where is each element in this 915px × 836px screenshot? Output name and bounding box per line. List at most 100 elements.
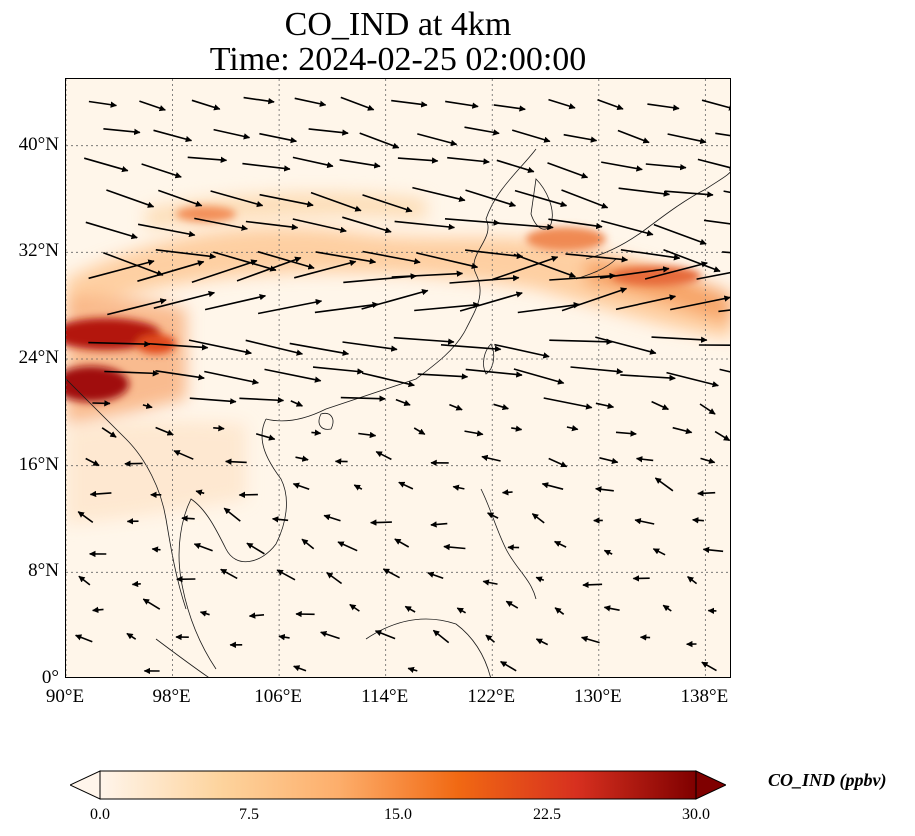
- wind-arrow: [85, 457, 100, 467]
- colorbar-tick-label: 15.0: [384, 806, 412, 823]
- wind-arrow: [464, 430, 484, 437]
- wind-arrow: [456, 607, 466, 614]
- wind-arrow: [243, 96, 275, 105]
- wind-arrow: [181, 515, 195, 522]
- wind-arrow: [337, 541, 358, 552]
- wind-arrow: [361, 288, 429, 310]
- wind-arrow: [204, 370, 259, 385]
- wind-arrow: [487, 512, 499, 519]
- wind-arrow: [323, 514, 341, 522]
- wind-arrow: [314, 301, 379, 314]
- wind-arrow: [158, 189, 203, 207]
- lat-tick-label: 24°N: [18, 347, 59, 368]
- coast-china-east: [265, 148, 537, 422]
- wind-arrow: [417, 373, 469, 380]
- wind-arrow: [597, 99, 624, 111]
- wind-arrow: [617, 129, 650, 144]
- wind-arrow: [618, 187, 671, 197]
- wind-arrow: [340, 96, 375, 111]
- wind-arrow: [199, 610, 210, 617]
- wind-arrow: [362, 194, 413, 213]
- wind-arrow: [535, 638, 549, 646]
- wind-arrow: [375, 450, 392, 461]
- wind-arrow: [312, 366, 364, 375]
- wind-arrow: [465, 189, 517, 208]
- wind-arrow: [293, 259, 357, 279]
- wind-arrow: [320, 630, 340, 640]
- wind-arrow: [517, 301, 581, 314]
- wind-arrow: [548, 98, 576, 110]
- wind-arrow: [566, 425, 579, 432]
- wind-arrow: [697, 158, 730, 171]
- wind-arrow: [653, 223, 707, 245]
- wind-arrow: [173, 450, 194, 460]
- wind-arrow: [85, 221, 138, 240]
- wind-arrow: [213, 425, 225, 432]
- wind-arrow: [106, 189, 155, 208]
- wind-arrow: [191, 259, 258, 284]
- wind-arrow: [395, 398, 411, 406]
- wind-arrow: [701, 99, 730, 111]
- wind-arrow: [547, 162, 589, 179]
- wind-arrow: [700, 457, 716, 464]
- wind-arrow: [651, 400, 669, 411]
- wind-arrow: [645, 163, 687, 171]
- wind-arrow: [452, 484, 465, 491]
- wind-arrow: [137, 260, 205, 282]
- lon-tick-label: 122°E: [467, 686, 516, 707]
- lat-tick-label: 0°: [41, 667, 59, 688]
- wind-arrow: [191, 99, 221, 111]
- wind-arrow: [151, 546, 161, 553]
- wind-arrow: [195, 489, 205, 496]
- wind-arrow: [696, 271, 730, 280]
- wind-arrow: [257, 298, 323, 315]
- co-plume-north: [66, 227, 730, 339]
- wind-arrow: [664, 190, 714, 198]
- wind-arrow: [88, 259, 155, 280]
- wind-arrow: [444, 218, 501, 226]
- colorbar-gradient: [68, 770, 728, 800]
- wind-arrow: [449, 403, 463, 411]
- wind-arrow: [259, 132, 298, 144]
- wind-arrow: [667, 133, 707, 145]
- wind-arrow: [393, 336, 455, 345]
- wind-arrow: [103, 128, 141, 136]
- lon-tick-label: 114°E: [361, 686, 409, 707]
- wind-arrow: [259, 193, 314, 208]
- wind-arrow: [535, 576, 545, 583]
- wind-arrow: [531, 513, 545, 524]
- wind-arrow: [722, 251, 730, 254]
- wind-arrow: [599, 266, 670, 279]
- wind-arrow: [595, 486, 614, 493]
- wind-arrow: [662, 604, 672, 612]
- wind-arrow: [663, 249, 721, 273]
- wind-arrow: [647, 103, 680, 111]
- wind-arrow: [514, 189, 568, 208]
- wind-arrow: [644, 261, 708, 280]
- wind-arrow: [543, 397, 593, 410]
- wind-arrow: [326, 571, 343, 585]
- wind-arrow: [107, 298, 167, 316]
- colorbar-tick-label: 30.0: [682, 806, 710, 823]
- colorbar-tick-label: 7.5: [239, 806, 259, 823]
- wind-arrow: [310, 191, 362, 212]
- wind-arrow: [413, 427, 426, 435]
- lat-tick-label: 8°N: [28, 560, 59, 582]
- wind-arrow: [315, 251, 377, 265]
- wind-arrow: [210, 190, 264, 208]
- wind-arrow: [715, 132, 730, 137]
- wind-arrow: [719, 368, 730, 373]
- wind-arrow: [294, 97, 327, 107]
- wind-arrow: [445, 100, 479, 109]
- wind-arrow: [416, 252, 479, 270]
- wind-arrow: [718, 309, 730, 313]
- wind-arrow: [391, 99, 428, 108]
- wind-arrow: [271, 516, 289, 523]
- wind-arrow: [276, 569, 296, 581]
- wind-arrow: [88, 340, 151, 348]
- wind-arrow: [88, 100, 118, 108]
- wind-arrow: [582, 581, 603, 589]
- wind-arrow: [449, 274, 520, 284]
- wind-arrow: [615, 294, 677, 311]
- wind-arrow: [359, 132, 400, 149]
